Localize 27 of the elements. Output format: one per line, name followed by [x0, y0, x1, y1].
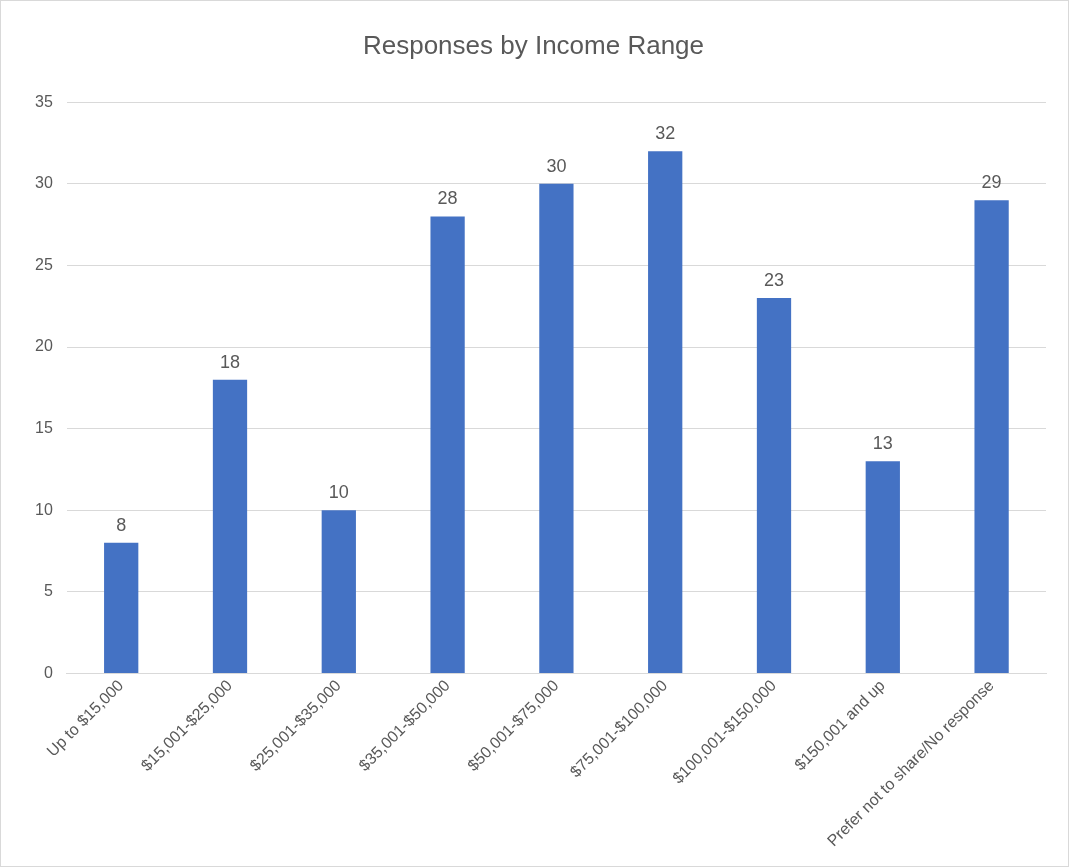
bar — [321, 510, 356, 673]
y-tick-label: 0 — [43, 663, 53, 681]
y-tick-label: 30 — [35, 174, 53, 192]
bar — [539, 183, 574, 673]
y-tick-label: 15 — [35, 419, 53, 437]
bar — [648, 151, 683, 673]
data-label: 18 — [219, 351, 241, 372]
data-label: 23 — [763, 270, 785, 291]
bar — [212, 379, 248, 673]
bar — [104, 542, 139, 673]
data-label: 28 — [437, 188, 458, 209]
chart-title: Responses by Income Range — [362, 29, 705, 60]
bar — [974, 200, 1009, 673]
bar — [756, 298, 792, 673]
y-tick-label: 35 — [35, 92, 53, 110]
data-label: 8 — [116, 514, 127, 535]
data-label: 10 — [328, 482, 349, 503]
data-label: 30 — [546, 155, 567, 176]
data-label: 13 — [872, 433, 893, 454]
y-tick-label: 10 — [35, 500, 53, 518]
data-label: 29 — [981, 172, 1002, 193]
y-tick-label: 5 — [43, 582, 53, 600]
data-label: 32 — [655, 123, 676, 144]
y-tick-label: 20 — [35, 337, 53, 355]
bar — [430, 216, 465, 673]
y-tick-label: 25 — [35, 255, 53, 273]
bar — [865, 461, 900, 673]
